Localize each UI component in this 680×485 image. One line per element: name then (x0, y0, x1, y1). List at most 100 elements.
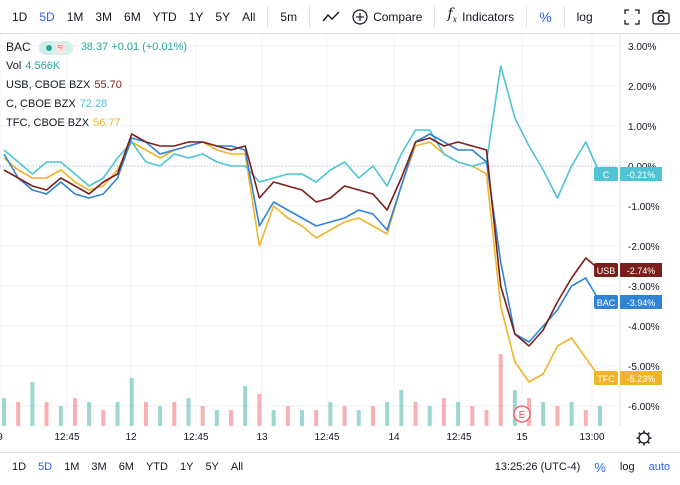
legend-symbol[interactable]: BAC (6, 40, 31, 54)
top-range-5d[interactable]: 5D (39, 9, 55, 24)
x-tick-label: 15 (516, 432, 528, 443)
last-value-tag-usb: USB -2.74% (594, 263, 662, 277)
camera-icon[interactable] (652, 9, 670, 25)
top-range-3m[interactable]: 3M (95, 9, 113, 24)
legend-series-label: TFC, CBOE BZX (6, 117, 90, 129)
last-value-label: -3.94% (627, 298, 656, 308)
volume-bar (58, 406, 63, 426)
last-value-label: -5.23% (627, 374, 656, 384)
volume-bar (186, 398, 191, 426)
bottom-right-controls: 13:25:26 (UTC-4) % log auto (495, 453, 670, 481)
series-line-c[interactable] (3, 65, 601, 199)
legend-series-row[interactable]: USB, CBOE BZX 55.70 (6, 76, 187, 95)
gear-tooth (647, 432, 650, 435)
bottom-range-1y[interactable]: 1Y (179, 460, 194, 473)
approx-icon: ≈ (55, 41, 65, 53)
volume-bar (2, 398, 6, 426)
legend-series-value: 56.77 (93, 117, 121, 129)
bottom-range-1m[interactable]: 1M (64, 460, 80, 473)
top-range-1m[interactable]: 1M (66, 9, 84, 24)
fullscreen-icon[interactable] (624, 9, 640, 25)
x-tick-label: 13:00 (579, 432, 604, 443)
compare-button[interactable]: Compare (346, 4, 428, 30)
top-toolbar: 1D 5D 1M 3M 6M YTD 1Y 5Y All 5m Compare fx Indic… (0, 0, 680, 34)
volume-bar (16, 402, 21, 426)
last-value-tag-c: C -0.21% (594, 167, 662, 181)
bottom-percent-button[interactable]: % (594, 459, 606, 475)
bottom-range-1d[interactable]: 1D (12, 460, 27, 473)
toolbar-divider (434, 5, 436, 28)
x-tick-label: 12:45 (446, 432, 471, 443)
volume-bar (555, 406, 560, 426)
bottom-range-all[interactable]: All (230, 460, 244, 473)
x-tick-label: 14 (388, 432, 400, 443)
top-range-1y[interactable]: 1Y (188, 9, 204, 24)
indicators-label: Indicators (462, 9, 515, 24)
indicators-button[interactable]: fx Indicators (441, 4, 520, 30)
function-icon: fx (447, 5, 458, 24)
volume-bar (583, 410, 588, 426)
series-line-usb[interactable] (3, 133, 601, 347)
volume-bar (271, 410, 276, 426)
x-tick-label: 12:45 (314, 432, 339, 443)
volume-bar (143, 402, 148, 426)
interval-button[interactable]: 5m (280, 9, 298, 24)
volume-bar (541, 402, 546, 426)
y-tick-label: 2.00% (628, 82, 656, 93)
bottom-range-5d[interactable]: 5D (38, 460, 53, 473)
legend-main-row: BAC ≈ 38.37 +0.01 (+0.01%) (6, 38, 187, 57)
volume-bar (470, 406, 475, 426)
legend-series-row[interactable]: C, CBOE BZX 72.28 (6, 95, 187, 114)
volume-bar (243, 386, 248, 426)
plus-circle-icon (352, 8, 368, 25)
top-range-all[interactable]: All (242, 9, 256, 24)
legend-series-label: USB, CBOE BZX (6, 79, 91, 91)
chart-style-button[interactable] (316, 4, 346, 30)
series-name-label: BAC (597, 298, 616, 308)
volume-bar (115, 402, 120, 426)
legend-series-row[interactable]: TFC, CBOE BZX 56.77 (6, 114, 187, 133)
last-value-box (620, 263, 662, 277)
last-value-tag-tfc: TFC -5.23% (594, 371, 662, 385)
bottom-range-6m[interactable]: 6M (118, 460, 134, 473)
legend-series-label: C, CBOE BZX (6, 98, 76, 110)
x-tick-label: 12:45 (183, 432, 208, 443)
earnings-marker-label: E (519, 410, 526, 421)
top-range-5y[interactable]: 5Y (215, 9, 231, 24)
line-chart-icon (322, 11, 340, 22)
log-scale-button[interactable]: log (576, 9, 593, 24)
toolbar-divider (526, 5, 528, 28)
bottom-auto-button[interactable]: auto (648, 461, 670, 473)
legend-price-change: 38.37 +0.01 (+0.01%) (80, 41, 188, 53)
bottom-range-3m[interactable]: 3M (91, 460, 107, 473)
gear-tooth (647, 441, 650, 444)
comparison-chart[interactable]: 3.00%2.00%1.00%0.00%-1.00%-2.00%-3.00%-4… (0, 34, 680, 452)
y-tick-label: -2.00% (628, 242, 660, 253)
percent-scale-button[interactable]: % (539, 8, 552, 25)
volume-bar (30, 382, 35, 426)
bottom-range-5y[interactable]: 5Y (205, 460, 219, 473)
earnings-marker-icon[interactable] (513, 405, 531, 423)
top-range-1d[interactable]: 1D (12, 9, 28, 24)
x-tick-label: 13 (256, 432, 268, 443)
volume-bar (285, 406, 290, 426)
series-name-tag (594, 371, 618, 385)
volume-bar (498, 354, 503, 426)
top-range-ytd[interactable]: YTD (152, 9, 177, 24)
x-tick-label: 12 (125, 432, 137, 443)
volume-bar (129, 378, 134, 426)
settings-gear-icon[interactable] (636, 430, 652, 446)
y-tick-label: -6.00% (628, 402, 660, 413)
bottom-log-button[interactable]: log (619, 461, 635, 473)
gear-ring (638, 432, 650, 444)
volume-bar (413, 402, 418, 426)
last-value-box (620, 295, 662, 309)
volume-bar (484, 410, 489, 426)
chart-legend: BAC ≈ 38.37 +0.01 (+0.01%) Vol 4.566K US… (6, 38, 187, 133)
series-line-bac[interactable] (3, 133, 601, 343)
top-range-6m[interactable]: 6M (124, 9, 141, 24)
bottom-range-ytd[interactable]: YTD (145, 460, 168, 473)
legend-series-list: USB, CBOE BZX 55.70 C, CBOE BZX 72.28 TFC, C… (6, 76, 187, 133)
series-line-tfc[interactable] (3, 141, 601, 383)
series-name-label: TFC (597, 374, 615, 384)
